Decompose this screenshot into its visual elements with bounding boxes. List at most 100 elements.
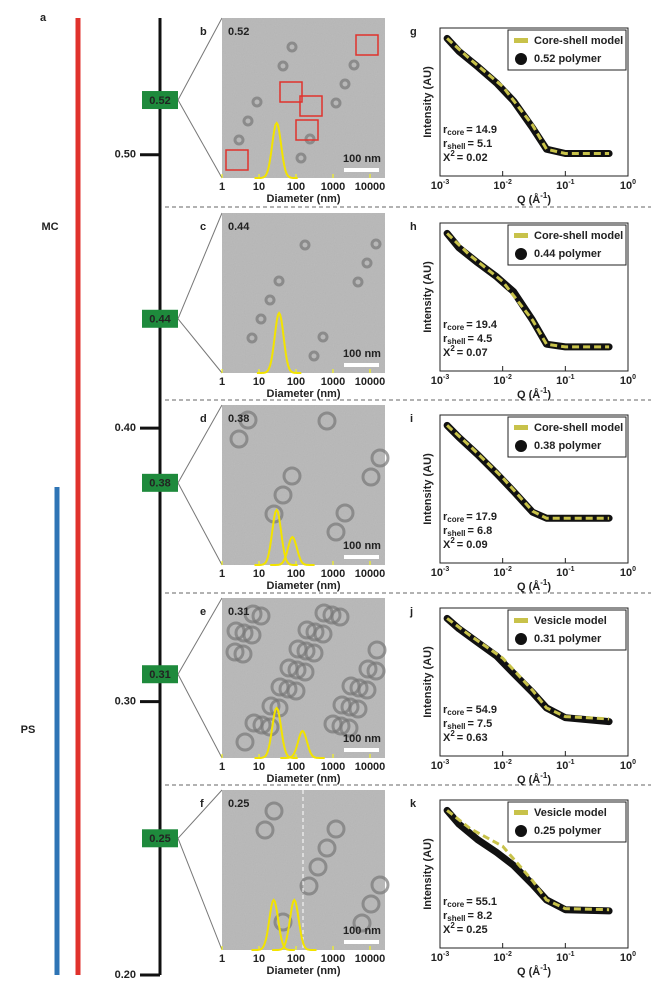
- param-value: 5.1: [477, 138, 492, 150]
- x-tick-label: 100: [620, 951, 636, 964]
- particle: [308, 857, 328, 877]
- label-sup: -1: [540, 578, 548, 587]
- fit-curve: [446, 809, 610, 912]
- param-sub: shell: [447, 722, 465, 731]
- tick-exp: -2: [506, 179, 512, 186]
- particle: [264, 294, 276, 306]
- legend-label: Core-shell model: [534, 35, 623, 47]
- marker-badge: [142, 665, 178, 684]
- param-eq: =: [466, 319, 472, 331]
- x-tick-label: 1: [219, 761, 225, 773]
- legend-swatch: [514, 425, 528, 430]
- panel-label: c: [200, 221, 206, 233]
- particle: [255, 313, 267, 325]
- x-tick-label: 10000: [355, 568, 386, 580]
- fraction-label: 0.44: [228, 221, 250, 233]
- label-text: Q (Å: [517, 388, 540, 401]
- y-axis-label: Intensity (AU): [422, 261, 434, 333]
- label-text: Q (Å: [517, 193, 540, 206]
- group-label: MC: [41, 221, 58, 233]
- y-axis-label: Intensity (AU): [422, 66, 434, 138]
- particle: [348, 59, 360, 71]
- param-eq: =: [468, 910, 474, 922]
- particle: [317, 331, 329, 343]
- x-tick-label: 10: [253, 376, 265, 388]
- marker-label: 0.44: [149, 314, 171, 326]
- tick-base: 10: [556, 760, 568, 772]
- particle: [286, 41, 298, 53]
- param-eq: =: [466, 896, 472, 908]
- particle: [352, 276, 364, 288]
- param-symbol: r: [443, 319, 448, 331]
- legend-label: Core-shell model: [534, 422, 623, 434]
- fit-parameter: rshell = 6.8: [443, 525, 492, 538]
- x-tick-label: 10-1: [556, 566, 575, 579]
- size-distribution: [254, 121, 298, 179]
- param-sub: core: [447, 128, 464, 137]
- legend-label: 0.52 polymer: [534, 53, 602, 65]
- marker-label: 0.52: [149, 95, 170, 107]
- tick-base: 10: [431, 375, 443, 387]
- x-axis-label: Q (Å-1): [517, 963, 551, 978]
- size-distribution: [272, 898, 317, 951]
- particle: [273, 912, 293, 932]
- tick-exp: -3: [443, 179, 449, 186]
- x-axis-label: Q (Å-1): [517, 386, 551, 401]
- particle: [317, 838, 337, 858]
- scale-label: 100 nm: [343, 733, 381, 745]
- particle: [326, 819, 346, 839]
- x-tick-label: 10-1: [556, 179, 575, 192]
- particle: [238, 410, 258, 430]
- param-value: 0.25: [466, 924, 487, 936]
- fit-curve: [446, 37, 610, 155]
- param-sub: core: [447, 708, 464, 717]
- particle: [352, 913, 372, 933]
- x-axis-label: Q (Å-1): [517, 771, 551, 786]
- particle: [244, 713, 264, 733]
- label-sup: -1: [540, 771, 548, 780]
- x-tick-label: 1: [219, 376, 225, 388]
- particle: [361, 467, 381, 487]
- param-sub: shell: [447, 337, 465, 346]
- param-eq: =: [457, 732, 463, 744]
- label-text: Q (Å: [517, 965, 540, 978]
- particle: [296, 641, 316, 661]
- panel-label: b: [200, 26, 207, 38]
- fraction-label: 0.38: [228, 413, 249, 425]
- tick-base: 10: [620, 567, 632, 579]
- param-symbol: X: [443, 347, 451, 359]
- x-tick-label: 10000: [355, 181, 386, 193]
- param-eq: =: [457, 347, 463, 359]
- scale-label: 100 nm: [343, 153, 381, 165]
- x-tick-label: 10-3: [431, 566, 450, 579]
- scale-label: 100 nm: [343, 925, 381, 937]
- particle: [340, 697, 360, 717]
- tem-texture: [222, 18, 385, 178]
- legend-swatch: [515, 53, 527, 65]
- tick-exp: -1: [568, 374, 574, 381]
- particle: [370, 448, 390, 468]
- x-tick-label: 100: [287, 181, 305, 193]
- fit-parameter: rshell = 5.1: [443, 138, 492, 151]
- param-symbol: r: [443, 896, 448, 908]
- fit-parameter: X2 = 0.02: [443, 149, 488, 164]
- param-symbol: r: [443, 138, 448, 150]
- tick-exp: 0: [632, 951, 636, 958]
- tick-exp: -2: [506, 759, 512, 766]
- highlight-box: [225, 149, 249, 171]
- fit-parameter: rshell = 8.2: [443, 910, 492, 923]
- particle: [234, 623, 254, 643]
- panel-label: e: [200, 606, 206, 618]
- param-value: 19.4: [476, 319, 498, 331]
- tick-label: 0.30: [115, 695, 136, 707]
- particle: [273, 485, 293, 505]
- group-label: PS: [21, 724, 36, 736]
- marker-badge: [142, 91, 178, 110]
- particle: [277, 60, 289, 72]
- tick-base: 10: [556, 567, 568, 579]
- param-value: 0.07: [466, 347, 487, 359]
- tick-exp: -3: [443, 759, 449, 766]
- scale-label: 100 nm: [343, 348, 381, 360]
- tick-base: 10: [493, 375, 505, 387]
